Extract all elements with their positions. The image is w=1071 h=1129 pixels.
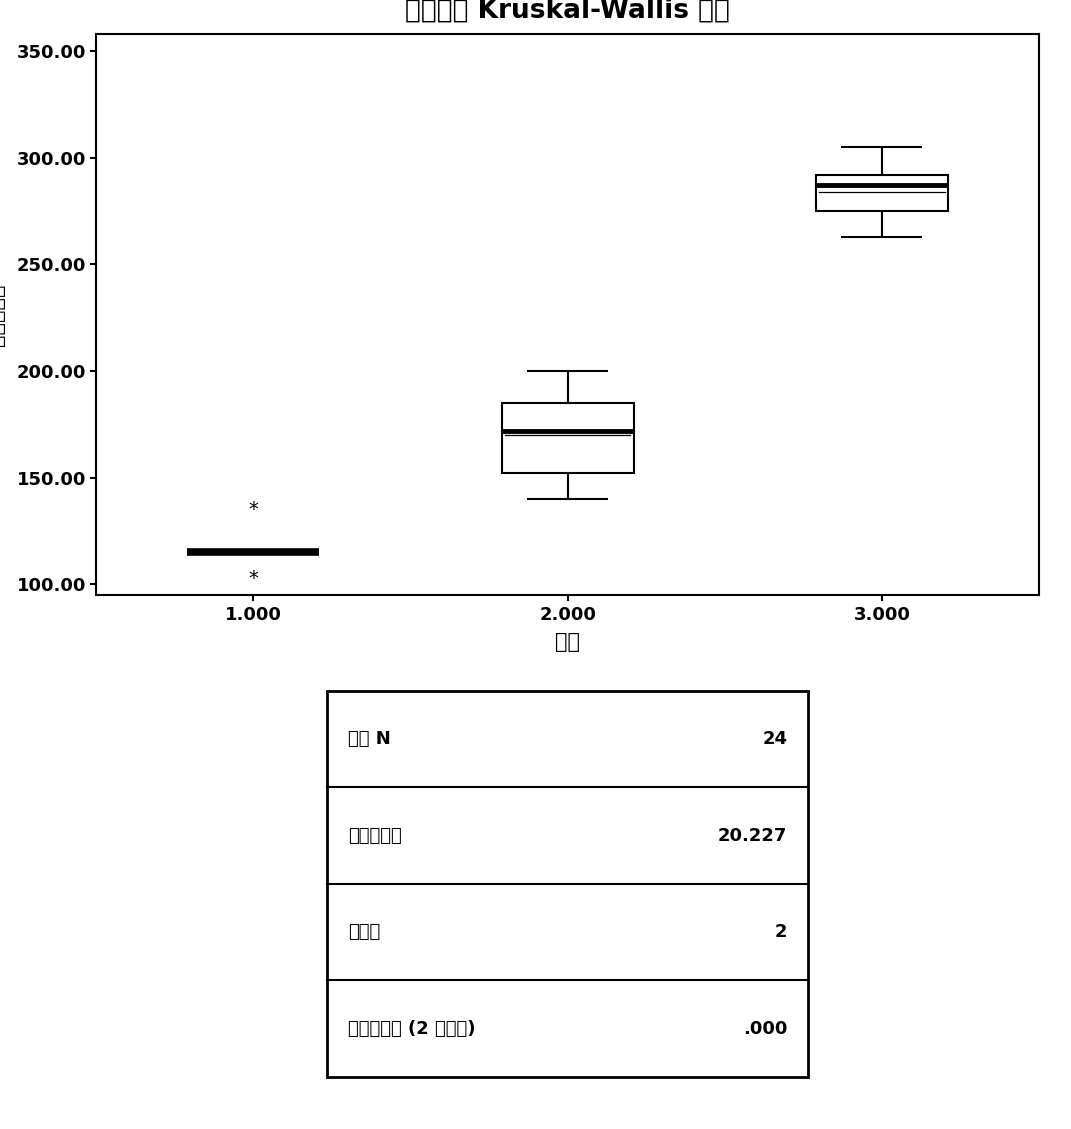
Text: 24: 24 [763, 730, 787, 749]
Text: .000: .000 [743, 1019, 787, 1038]
Y-axis label: 谷草轉氨酶: 谷草轉氨酶 [0, 283, 5, 345]
Text: *: * [248, 569, 258, 587]
Title: 独立樣本 Kruskal-Wallis 檢定: 独立樣本 Kruskal-Wallis 檢定 [405, 0, 730, 24]
Text: 自由度: 自由度 [348, 924, 380, 942]
Text: 漸近顯著性 (2 遠檢定): 漸近顯著性 (2 遠檢定) [348, 1019, 476, 1038]
Bar [501, 403, 634, 473]
Text: 2: 2 [774, 924, 787, 942]
Text: *: * [248, 500, 258, 519]
Bar [816, 175, 948, 211]
X-axis label: 分組: 分組 [555, 632, 580, 651]
Text: 總數 N: 總數 N [348, 730, 391, 749]
Text: 20.227: 20.227 [718, 826, 787, 844]
Text: 測試統計量: 測試統計量 [348, 826, 402, 844]
